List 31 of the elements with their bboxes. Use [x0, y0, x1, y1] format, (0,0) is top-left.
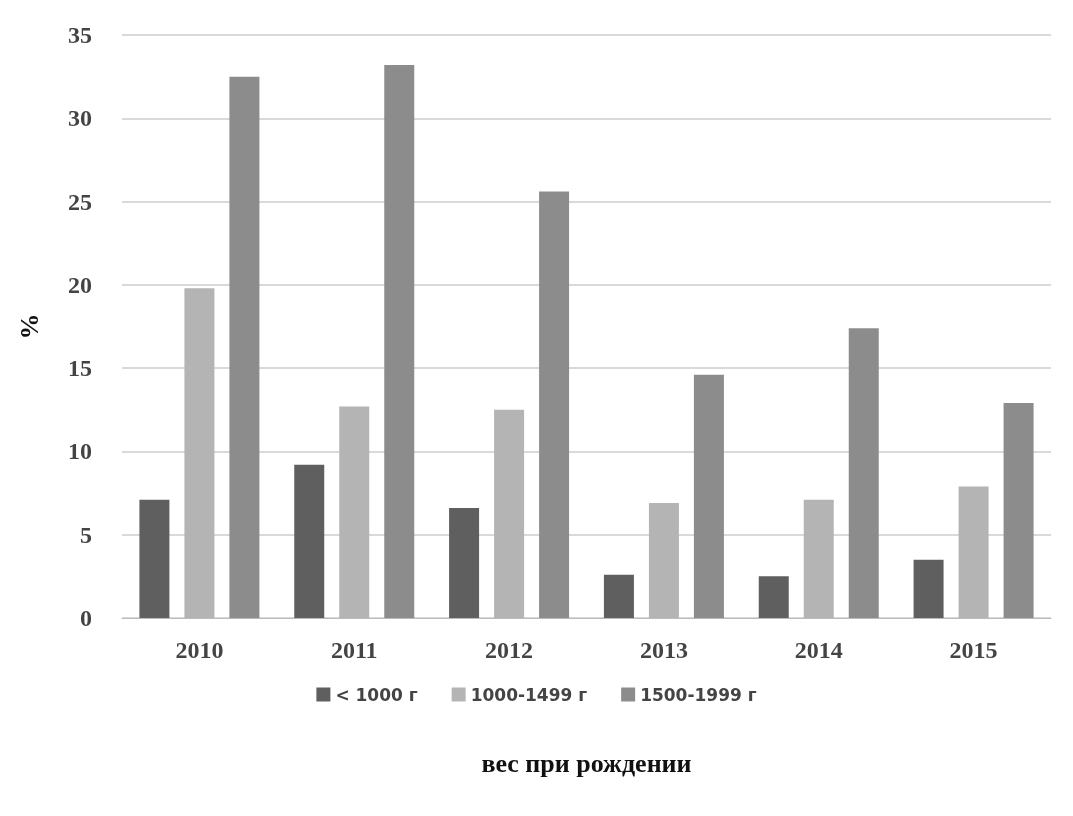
y-tick-label: 35: [68, 22, 92, 48]
bar: [693, 374, 724, 618]
bar: [384, 64, 415, 618]
bar: [229, 76, 260, 618]
bar: [1003, 403, 1034, 618]
x-tick-label: 2013: [639, 637, 688, 663]
y-tick-label: 0: [80, 605, 92, 631]
bar: [913, 559, 944, 618]
legend-label: 1500-1999 г: [640, 684, 757, 705]
bar: [603, 574, 634, 618]
x-tick-label: 2010: [175, 637, 224, 663]
y-tick-label: 15: [68, 355, 92, 382]
y-tick-label: 25: [68, 188, 92, 215]
x-tick-label: 2012: [485, 637, 534, 663]
x-tick-label: 2015: [949, 637, 998, 663]
y-tick-label: 30: [68, 105, 92, 132]
bar: [539, 191, 570, 618]
legend-label: < 1000 г: [335, 684, 418, 705]
bar: [848, 328, 879, 618]
bar: [139, 499, 170, 618]
legend-label: 1000-1499 г: [470, 684, 588, 705]
y-tick-label: 20: [68, 271, 92, 298]
x-tick-label: 2014: [794, 637, 843, 663]
y-tick-label: 5: [80, 521, 92, 548]
y-tick-label: 10: [68, 438, 92, 465]
bar: [449, 508, 480, 618]
bar: [758, 576, 789, 618]
bar: [294, 464, 325, 618]
x-axis-title: вес при рождении: [481, 748, 692, 778]
y-axis-title: %: [14, 313, 44, 340]
x-tick-label: 2011: [330, 637, 378, 663]
